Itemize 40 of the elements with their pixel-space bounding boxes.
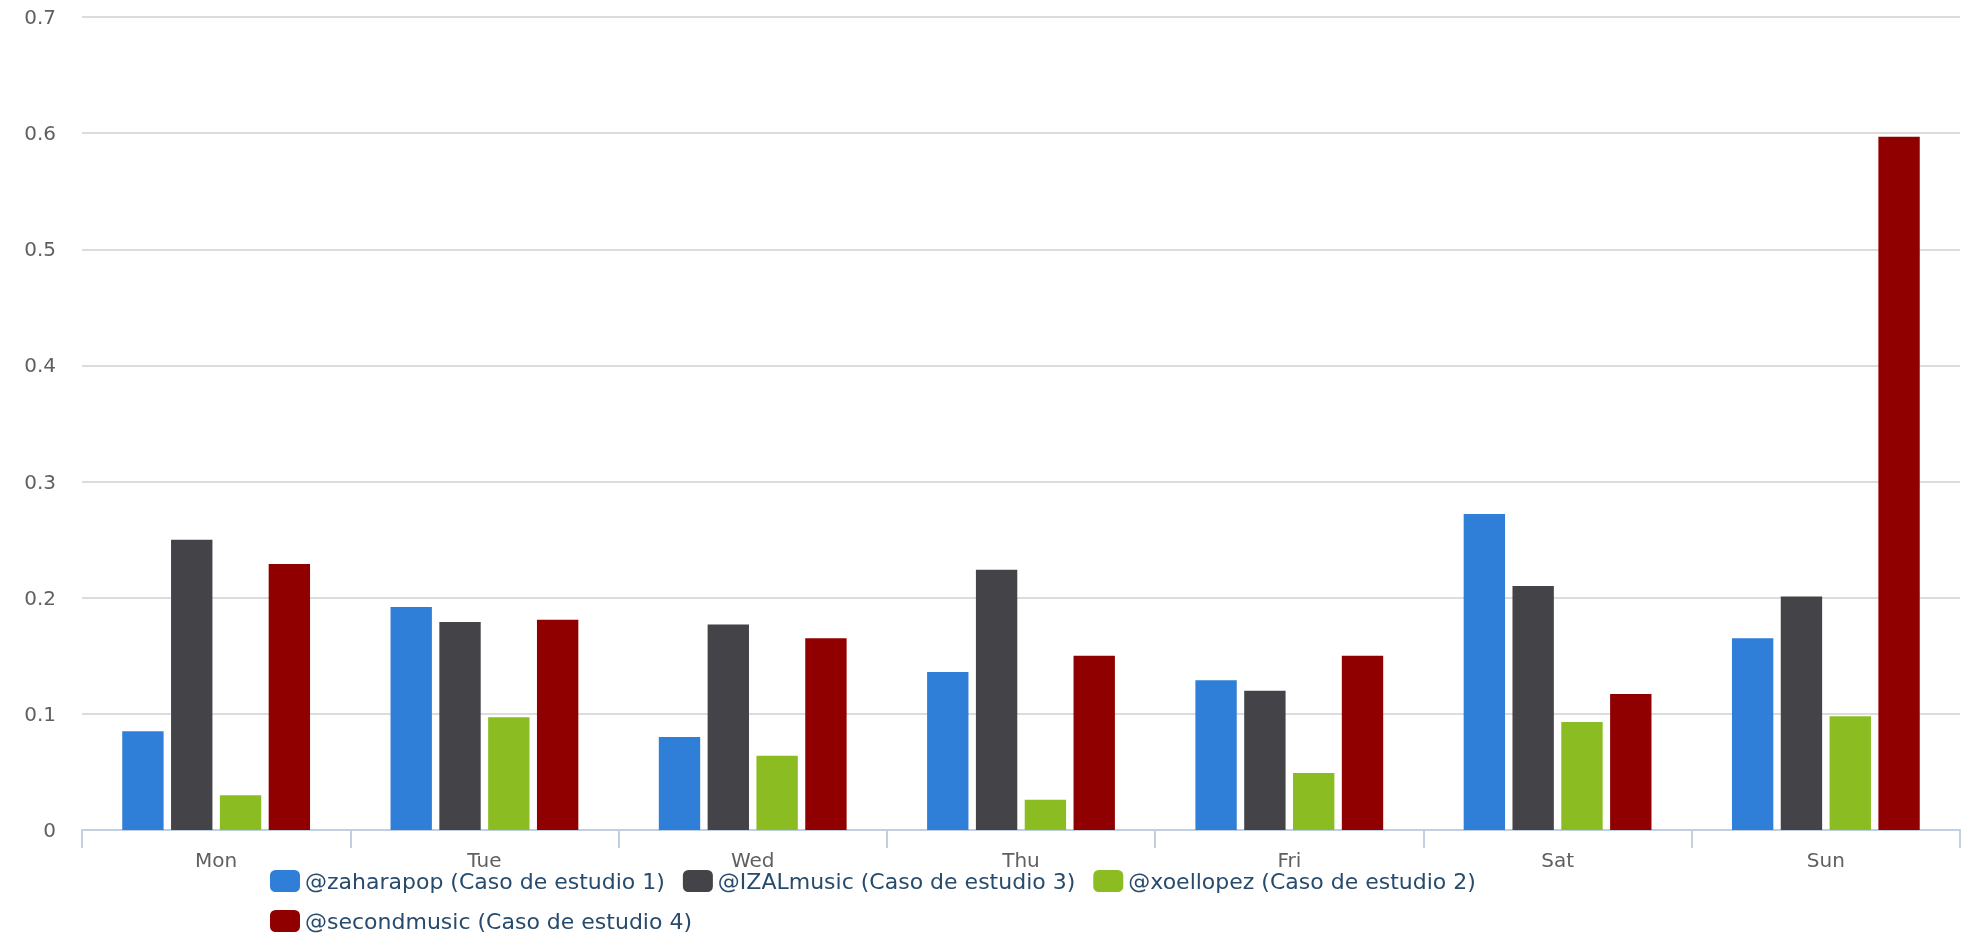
y-tick-label: 0.3: [24, 469, 56, 494]
bar: [756, 755, 798, 830]
bar: [1780, 596, 1823, 830]
bar: [1341, 655, 1384, 830]
bar: [1293, 773, 1335, 830]
y-tick-label: 0.7: [24, 5, 56, 29]
bar: [1878, 136, 1920, 830]
y-tick-label: 0.2: [24, 585, 56, 610]
bar: [707, 624, 749, 830]
bar: [1244, 690, 1286, 830]
bar: [1512, 586, 1554, 830]
bar: [171, 539, 213, 830]
bar: [927, 672, 969, 830]
bar: [390, 607, 432, 830]
bar: [488, 717, 530, 830]
bar: [658, 737, 701, 830]
bar: [1073, 655, 1115, 830]
bar: [536, 619, 579, 830]
y-tick-label: 0.1: [24, 701, 56, 726]
y-tick-label: 0.5: [24, 237, 56, 262]
x-tick-label: Mon: [195, 848, 238, 872]
y-tick-label: 0: [43, 818, 56, 842]
bar: [1561, 721, 1603, 830]
bar: [975, 569, 1018, 830]
bar: [1195, 680, 1237, 830]
y-tick-label: 0.6: [24, 121, 56, 146]
bar: [439, 622, 481, 830]
bar: [805, 638, 847, 830]
x-tick-label: Sat: [1541, 848, 1575, 872]
legend-label: @secondmusic (Caso de estudio 4): [305, 908, 693, 934]
bar: [1463, 514, 1506, 830]
bar: [1610, 694, 1652, 830]
bar: [1829, 716, 1871, 830]
x-tick-label: Sun: [1806, 848, 1845, 872]
bar: [1731, 638, 1774, 830]
bar: [268, 564, 311, 830]
y-tick-label: 0.4: [24, 353, 56, 378]
bar: [122, 731, 164, 830]
bar: [1024, 799, 1067, 830]
bar: [219, 795, 262, 830]
